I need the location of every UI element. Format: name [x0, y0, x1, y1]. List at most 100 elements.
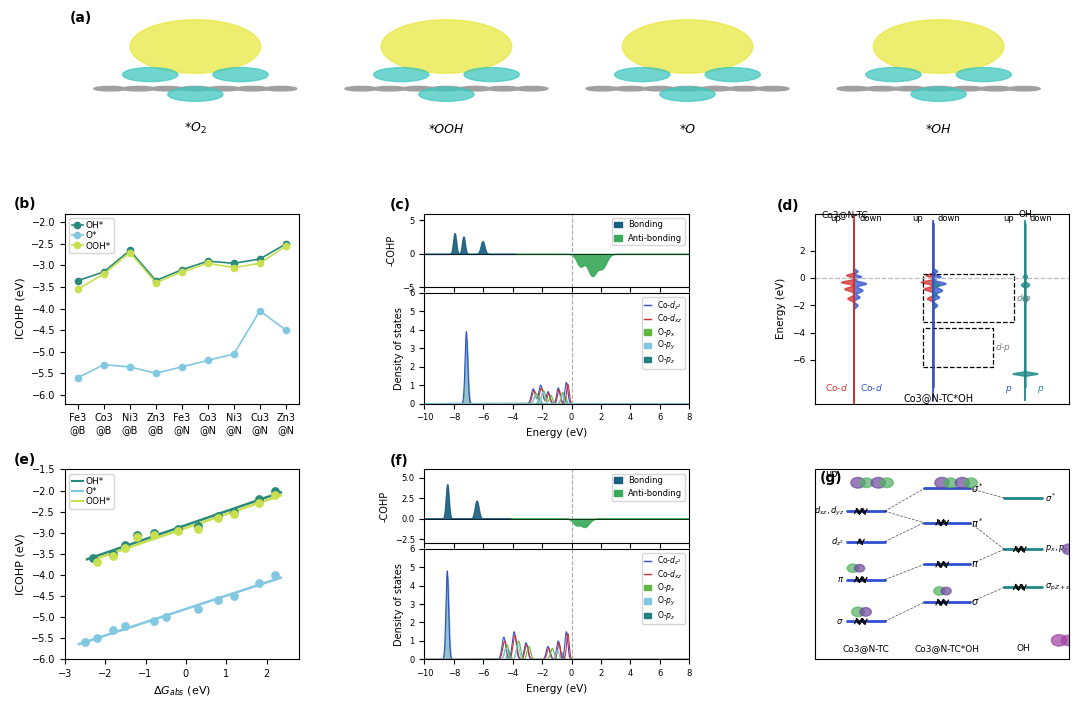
Ellipse shape [660, 87, 715, 101]
Point [129, 531, 146, 542]
Legend: Co-$d_{z^2}$, Co-$d_{xz}$, O-$p_x$, O-$p_y$, O-$p_z$: Co-$d_{z^2}$, Co-$d_{xz}$, O-$p_x$, O-$p… [643, 552, 686, 625]
Circle shape [944, 478, 957, 488]
Ellipse shape [874, 20, 1004, 73]
Point [145, 615, 162, 627]
Point [170, 525, 187, 536]
Legend: Bonding, Anti-bonding: Bonding, Anti-bonding [611, 474, 685, 501]
Text: *OH: *OH [926, 123, 951, 137]
Circle shape [237, 86, 268, 91]
Text: $\sigma$: $\sigma$ [971, 598, 980, 608]
Text: down: down [937, 213, 960, 223]
Circle shape [934, 587, 945, 595]
Point [226, 508, 243, 520]
Circle shape [402, 86, 434, 91]
O* [71, 374, 84, 382]
Text: up: up [831, 213, 841, 223]
Text: $d$-$p$: $d$-$p$ [995, 341, 1011, 354]
Circle shape [151, 86, 183, 91]
Line: OOH*: OOH* [75, 243, 289, 292]
OH* [228, 259, 241, 267]
Ellipse shape [213, 67, 268, 82]
Text: (a): (a) [70, 11, 92, 26]
Circle shape [872, 477, 886, 488]
Y-axis label: ICOHP (eV): ICOHP (eV) [16, 534, 26, 596]
Point [210, 513, 227, 524]
Point [89, 632, 106, 644]
Legend: OH*, O*, OOH*: OH*, O*, OOH* [69, 474, 113, 509]
Text: up: up [825, 469, 837, 479]
Point [157, 611, 174, 623]
Point [226, 506, 243, 518]
Circle shape [179, 86, 212, 91]
OH* [71, 277, 84, 285]
Circle shape [615, 86, 647, 91]
OOH* [228, 263, 241, 272]
O* [175, 362, 188, 371]
Point [249, 493, 267, 505]
Legend: Bonding, Anti-bonding: Bonding, Anti-bonding [611, 218, 685, 245]
Text: (g): (g) [820, 471, 842, 486]
OOH* [201, 259, 214, 267]
Text: OH: OH [1016, 644, 1030, 653]
Circle shape [894, 86, 927, 91]
X-axis label: Energy (eV): Energy (eV) [526, 428, 588, 438]
Text: $p_x, p_y$: $p_x, p_y$ [1045, 544, 1069, 554]
Point [117, 540, 134, 551]
O* [280, 326, 293, 335]
Line: O*: O* [75, 308, 289, 381]
Circle shape [860, 478, 873, 488]
X-axis label: $\Delta G_{abs}$ (eV): $\Delta G_{abs}$ (eV) [153, 685, 211, 698]
Ellipse shape [167, 87, 222, 101]
Circle shape [757, 86, 789, 91]
Point [105, 550, 122, 562]
Ellipse shape [912, 87, 967, 101]
OOH* [71, 285, 84, 294]
Text: up: up [1003, 213, 1014, 223]
Y-axis label: ICOHP (eV): ICOHP (eV) [16, 278, 26, 340]
Text: Co3@N-TC*OH: Co3@N-TC*OH [903, 393, 973, 403]
O* [254, 306, 267, 315]
OOH* [280, 242, 293, 250]
Text: *OOH: *OOH [429, 123, 464, 137]
Legend: OH*, O*, OOH*: OH*, O*, OOH* [69, 218, 113, 253]
Bar [922, 274, 1014, 322]
Text: $\sigma_{pZ+s}$: $\sigma_{pZ+s}$ [1045, 581, 1070, 593]
OH* [201, 257, 214, 265]
Y-axis label: Density of states: Density of states [394, 307, 404, 390]
Text: Co3@N-TC: Co3@N-TC [822, 210, 868, 219]
Bar [922, 328, 994, 367]
Point [105, 624, 122, 635]
Point [266, 569, 283, 581]
Ellipse shape [381, 20, 512, 73]
Circle shape [951, 86, 983, 91]
Circle shape [880, 478, 893, 488]
O* [201, 356, 214, 364]
Ellipse shape [866, 67, 921, 82]
Circle shape [852, 607, 864, 617]
Text: down: down [1029, 213, 1052, 223]
Text: OH: OH [1018, 210, 1031, 219]
OOH* [175, 268, 188, 277]
Text: (d): (d) [777, 199, 799, 213]
Text: Co-$d$: Co-$d$ [860, 382, 882, 393]
OH* [254, 255, 267, 263]
Circle shape [860, 608, 872, 616]
Circle shape [700, 86, 732, 91]
Point [189, 521, 206, 532]
Circle shape [345, 86, 377, 91]
O* [97, 360, 110, 369]
Text: $p$: $p$ [1037, 384, 1044, 395]
Circle shape [431, 86, 462, 91]
Circle shape [1071, 545, 1080, 554]
Ellipse shape [122, 67, 178, 82]
Text: down: down [860, 213, 882, 223]
Circle shape [851, 477, 865, 488]
Text: $\sigma^*$: $\sigma^*$ [1045, 492, 1056, 504]
Text: $d_{z^2}$: $d_{z^2}$ [832, 535, 843, 548]
Y-axis label: Density of states: Density of states [394, 563, 404, 645]
OOH* [254, 259, 267, 267]
Y-axis label: -COHP: -COHP [379, 491, 389, 522]
Point [210, 595, 227, 606]
Point [170, 523, 187, 534]
Text: (f): (f) [390, 454, 409, 468]
